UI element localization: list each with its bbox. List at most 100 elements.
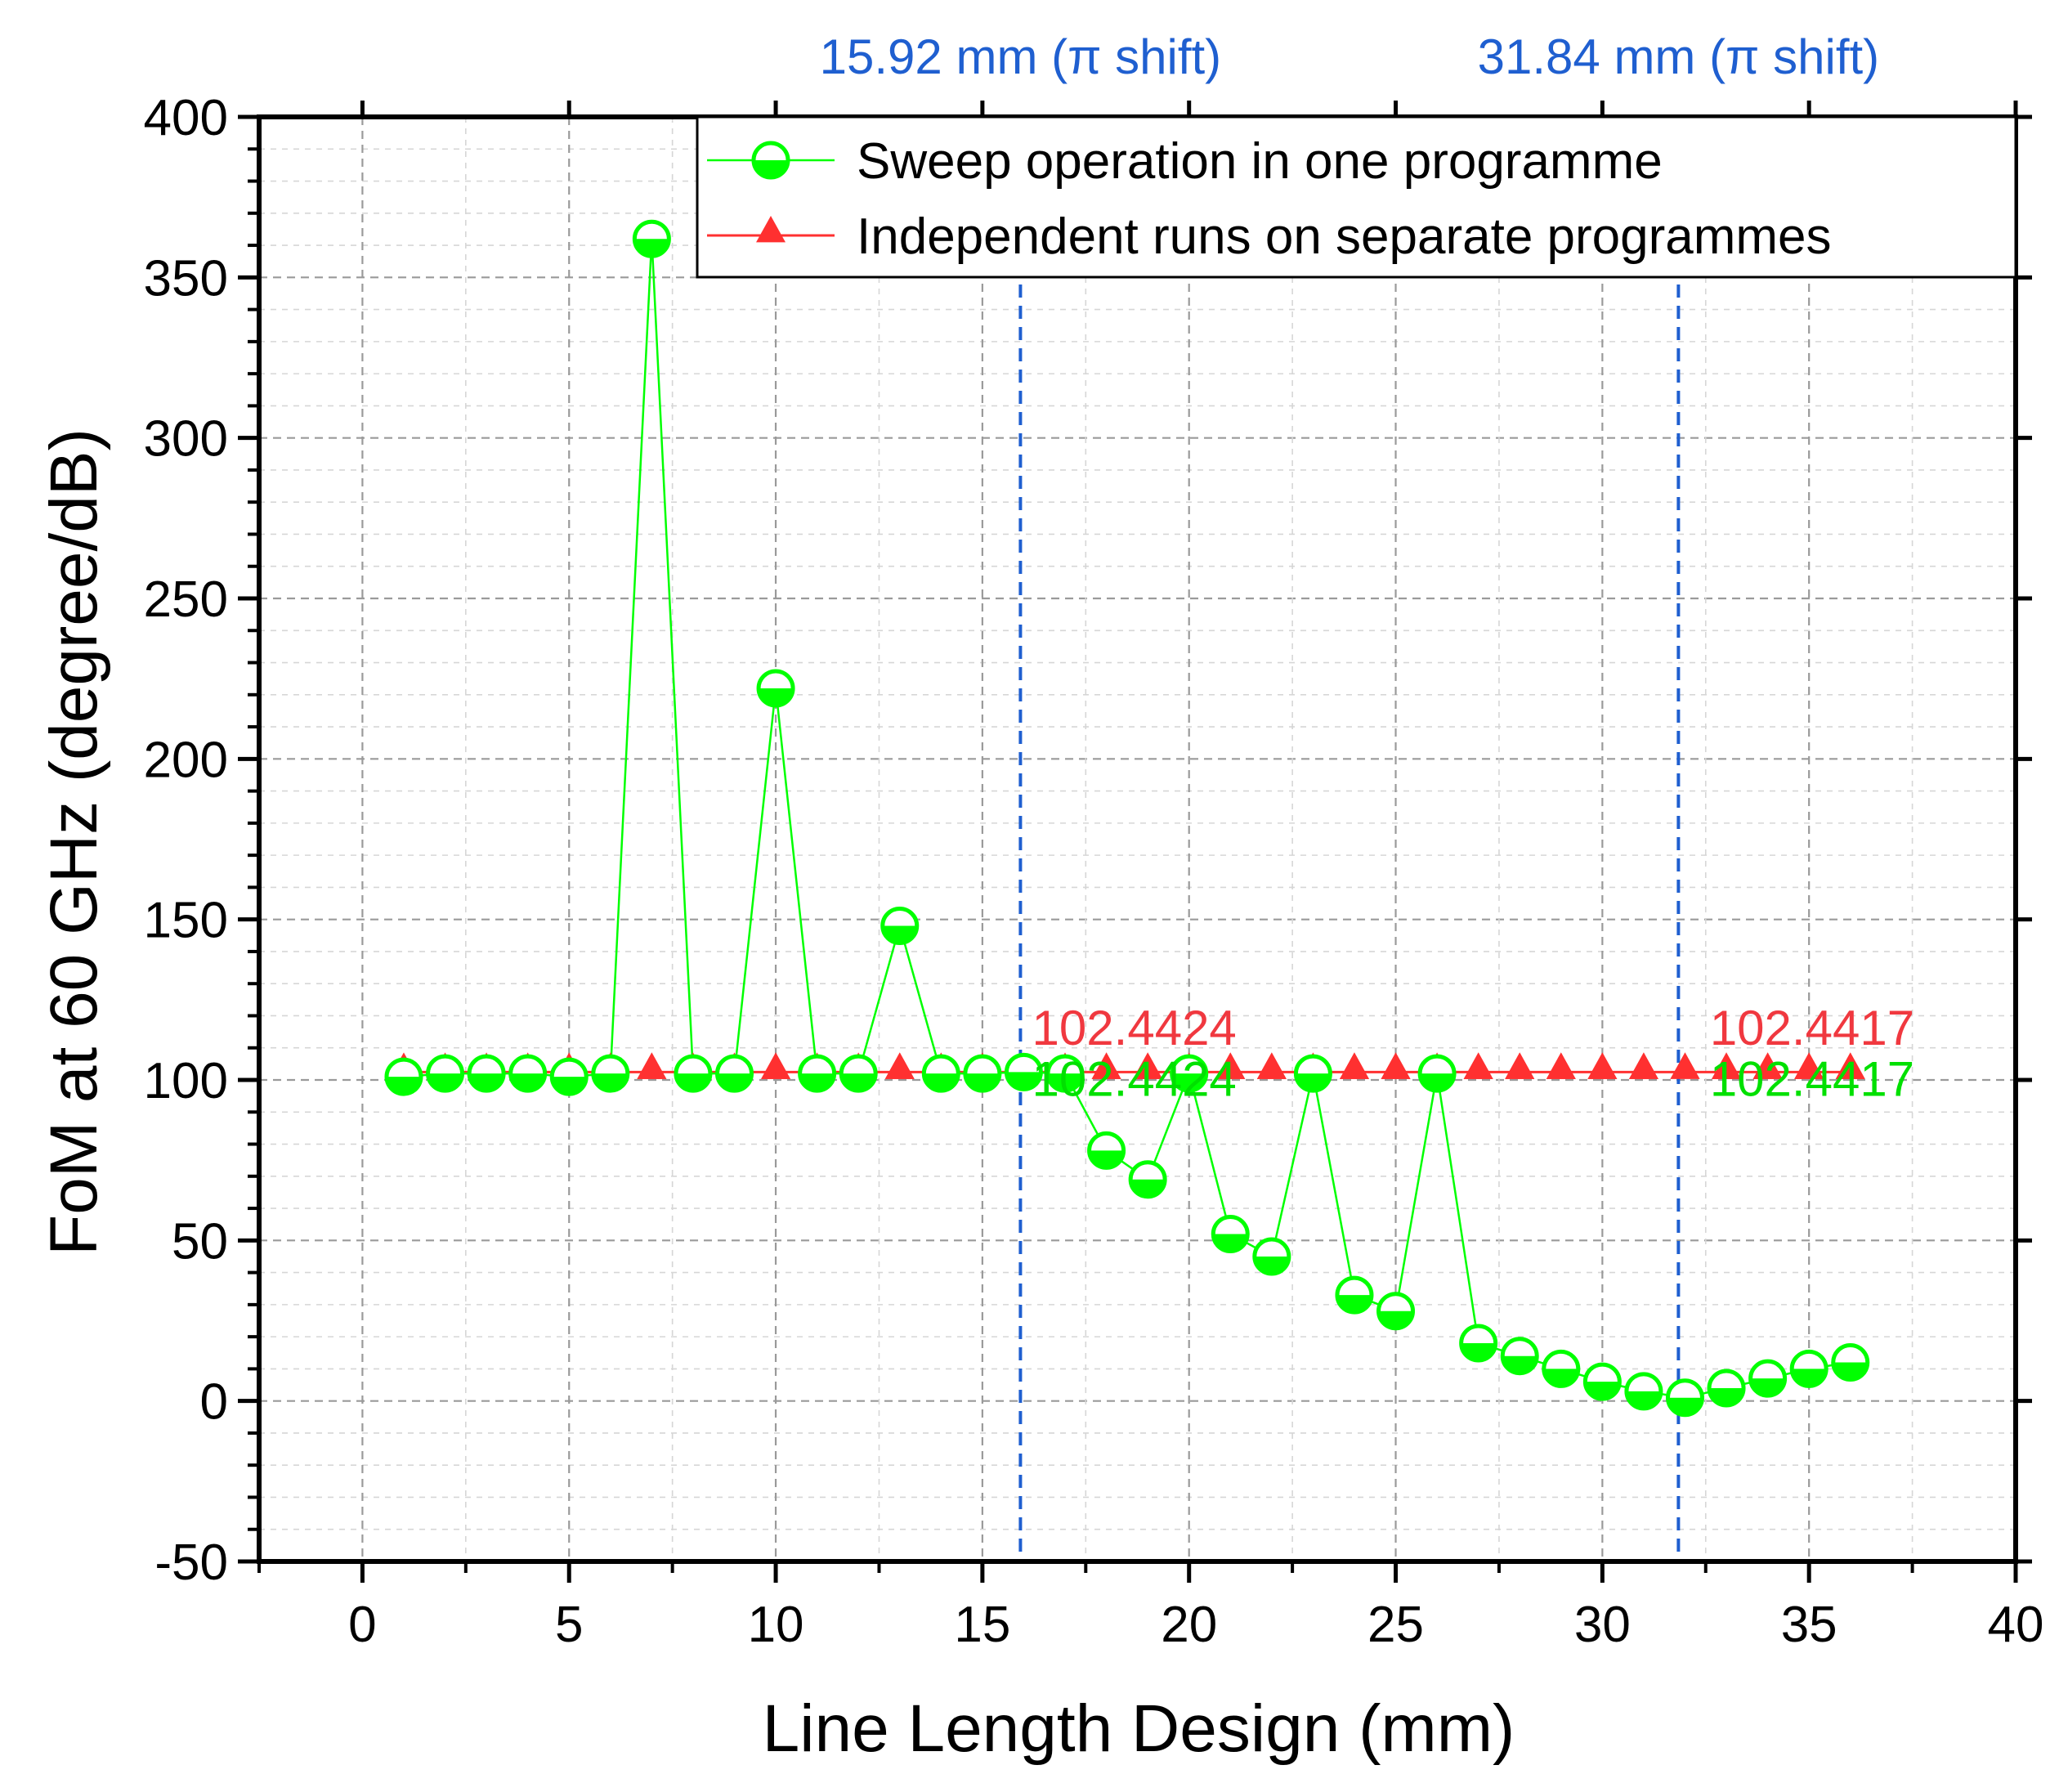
axis-ticks: -50 0 50 100 150 200 250 300 350 400 0 5 10 15 20 25 30 3… (144, 90, 2044, 1653)
sweep-point (467, 1054, 506, 1093)
sweep-point (549, 1057, 589, 1096)
legend-box (696, 115, 2017, 279)
independent-point-front (1133, 1052, 1163, 1079)
x-tick-label: 20 (1161, 1597, 1217, 1653)
independent-point-front (1628, 1052, 1658, 1079)
reference-lines (1018, 284, 1681, 1561)
y-tick-label: 400 (144, 90, 228, 146)
sweep-point (839, 1054, 878, 1093)
marker-outline (426, 1054, 465, 1093)
independent-point-front (1505, 1052, 1535, 1079)
independent-point-front (1835, 1052, 1865, 1079)
sweep-point (798, 1054, 837, 1093)
marker-outline (549, 1057, 589, 1096)
sweep-point (1211, 1214, 1250, 1253)
value-annotation: 102.4424 (1032, 1052, 1237, 1107)
sweep-point (508, 1054, 548, 1093)
marker-outline (880, 907, 920, 946)
x-tick-label: 5 (555, 1597, 583, 1653)
marker-outline (1459, 1324, 1498, 1363)
marker-outline (591, 1054, 630, 1093)
legend-sweep-marker (751, 141, 790, 180)
marker-outline (1624, 1372, 1663, 1411)
sweep-point (1542, 1349, 1581, 1388)
marker-outline (1665, 1378, 1704, 1418)
marker-outline (1293, 1054, 1332, 1093)
value-annotation: 102.4417 (1710, 1052, 1914, 1107)
pi-shift-label: 31.84 mm (π shift) (1478, 29, 1880, 84)
sweep-point (1748, 1359, 1788, 1398)
sweep-point (426, 1054, 465, 1093)
y-tick-label: 0 (200, 1374, 228, 1431)
x-tick-label: 40 (1988, 1597, 2044, 1653)
y-tick-label: 200 (144, 732, 228, 788)
marker-outline (963, 1054, 1002, 1093)
x-tick-label: 15 (954, 1597, 1010, 1653)
marker-outline (921, 1054, 960, 1093)
marker-outline (1376, 1292, 1416, 1331)
independent-point-front (1546, 1052, 1576, 1079)
y-tick-label: 150 (144, 893, 228, 949)
x-tick-label: 25 (1367, 1597, 1424, 1653)
sweep-point (1335, 1275, 1374, 1315)
independent-point-front (1752, 1052, 1783, 1079)
sweep-point (1459, 1324, 1498, 1363)
y-tick-label: 350 (144, 250, 228, 307)
legend-sweep-label: Sweep operation in one programme (857, 133, 1663, 190)
independent-point-front (1670, 1052, 1700, 1079)
independent-point-front (884, 1052, 915, 1079)
x-tick-label: 0 (348, 1597, 376, 1653)
sweep-point (1170, 1054, 1209, 1093)
x-axis-title: Line Length Design (mm) (763, 1691, 1515, 1766)
marker-outline (751, 141, 790, 180)
marker-outline (756, 669, 795, 708)
independent-point-front (637, 1052, 667, 1079)
marker-outline (839, 1054, 878, 1093)
independent-point-front (1256, 1052, 1287, 1079)
sweep-point (1252, 1237, 1291, 1276)
marker-outline (1045, 1054, 1085, 1093)
marker-outline (1748, 1359, 1788, 1398)
independent-point-front (1794, 1052, 1824, 1079)
marker-outline (467, 1054, 506, 1093)
value-annotation: 102.4417 (1710, 1001, 1914, 1055)
sweep-point (591, 1054, 630, 1093)
y-tick-label: -50 (154, 1534, 228, 1591)
independent-point-front (1215, 1052, 1246, 1079)
sweep-point (1293, 1054, 1332, 1093)
y-tick-label: 50 (172, 1213, 228, 1270)
sweep-point (1831, 1343, 1870, 1382)
sweep-point (1707, 1369, 1746, 1408)
x-tick-label: 30 (1574, 1597, 1631, 1653)
independent-point-front (1381, 1052, 1411, 1079)
sweep-point (1004, 1052, 1043, 1091)
sweep-point (632, 219, 671, 258)
marker-outline (1335, 1275, 1374, 1315)
y-tick-label: 100 (144, 1053, 228, 1109)
marker-outline (1417, 1054, 1457, 1093)
marker-outline (1252, 1237, 1291, 1276)
sweep-point (1417, 1054, 1457, 1093)
marker-outline (1542, 1349, 1581, 1388)
sweep-point (880, 907, 920, 946)
sweep-point (921, 1054, 960, 1093)
marker-outline (632, 219, 671, 258)
sweep-point (674, 1054, 713, 1093)
x-tick-label: 10 (748, 1597, 804, 1653)
marker-outline (1707, 1369, 1746, 1408)
legend-independent-marker (756, 216, 786, 243)
marker-outline (1789, 1349, 1828, 1388)
independent-point-front (1587, 1052, 1618, 1079)
sweep-point (1376, 1292, 1416, 1331)
marker-outline (1831, 1343, 1870, 1382)
sweep-point (1582, 1362, 1622, 1401)
legend-independent-label: Independent runs on separate programmes (857, 208, 1832, 265)
y-tick-label: 250 (144, 571, 228, 628)
marker-outline (1500, 1337, 1539, 1376)
sweep-point (1087, 1131, 1126, 1170)
sweep-point (714, 1054, 754, 1093)
sweep-point (1789, 1349, 1828, 1388)
legend: Sweep operation in one programme Independ… (696, 115, 2017, 279)
value-annotation: 102.4424 (1032, 1001, 1237, 1055)
